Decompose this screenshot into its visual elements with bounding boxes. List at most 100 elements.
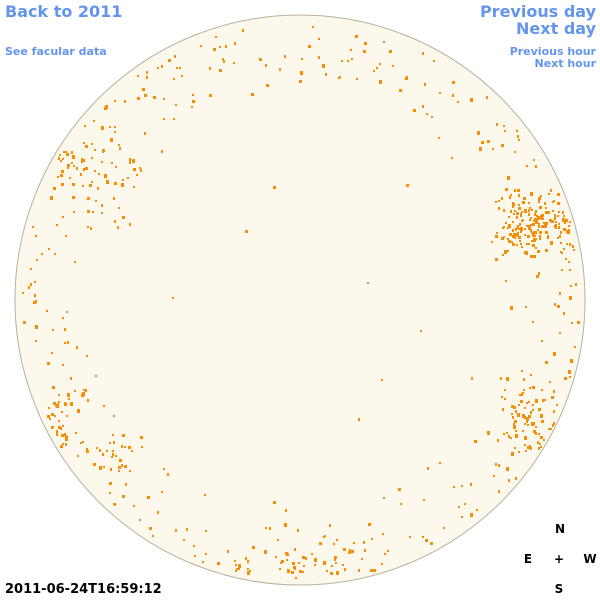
facula (67, 166, 69, 169)
facula (515, 228, 517, 231)
facula (223, 60, 225, 63)
facula (522, 430, 524, 432)
facula (68, 398, 70, 400)
facula (503, 433, 505, 435)
facula (326, 570, 328, 572)
facula (548, 193, 550, 195)
facula (115, 166, 117, 168)
facula (273, 501, 276, 504)
facula (114, 100, 116, 102)
facula (550, 189, 552, 192)
facula (508, 224, 511, 228)
facula (75, 432, 77, 434)
facula (60, 174, 63, 177)
facula (76, 167, 78, 170)
previous-day-link[interactable]: Previous day (479, 2, 596, 21)
facula (474, 440, 477, 443)
facula (294, 548, 296, 551)
facula (493, 475, 495, 477)
facula (301, 58, 303, 60)
facula (527, 424, 529, 426)
facula (524, 234, 526, 236)
facula (30, 268, 32, 270)
facula (83, 168, 85, 171)
facula (66, 415, 68, 417)
facula (548, 428, 550, 430)
facula (291, 571, 294, 574)
facula (471, 377, 473, 380)
facula (299, 80, 302, 83)
facula (530, 224, 532, 226)
next-hour-link[interactable]: Next hour (534, 57, 597, 70)
facula (526, 402, 528, 404)
facula (559, 292, 561, 295)
facula (527, 446, 530, 449)
facula (568, 225, 570, 227)
facula (549, 381, 551, 383)
facula (55, 404, 58, 407)
facula (90, 227, 92, 230)
facula (420, 330, 422, 332)
previous-hour-link[interactable]: Previous hour (509, 45, 596, 58)
facula (513, 233, 516, 236)
facula (67, 393, 70, 397)
facula (510, 210, 512, 213)
next-day-link[interactable]: Next day (516, 19, 596, 38)
facula (547, 235, 549, 238)
facula (350, 49, 352, 51)
facula (245, 557, 247, 560)
facula (93, 120, 95, 122)
facula (34, 281, 36, 283)
facula (501, 237, 504, 240)
facula (251, 93, 254, 96)
facula (235, 564, 237, 566)
facula (502, 254, 504, 256)
facula (305, 557, 307, 560)
facula (209, 67, 211, 70)
back-link[interactable]: Back to 2011 (5, 2, 123, 21)
facula (518, 451, 520, 453)
facula (53, 187, 56, 190)
facula (453, 486, 455, 488)
facula (70, 377, 72, 380)
facula (541, 225, 544, 228)
facula (168, 59, 171, 62)
facula (552, 210, 554, 212)
facula (35, 235, 37, 237)
facula (102, 151, 104, 153)
facula (461, 516, 463, 518)
facula (558, 223, 560, 225)
facula (538, 200, 540, 203)
facular-link[interactable]: See facular data (5, 45, 107, 58)
facula (540, 414, 543, 418)
facula (157, 511, 159, 514)
facula (127, 177, 129, 179)
facula (541, 420, 544, 423)
facula (81, 158, 83, 160)
facula (518, 204, 520, 206)
facula (183, 539, 185, 541)
facula (334, 556, 337, 559)
compass-south: S (554, 582, 564, 596)
facula (535, 220, 538, 224)
facula (537, 216, 540, 220)
facula (546, 222, 548, 225)
facula (277, 539, 279, 541)
facula (279, 68, 281, 71)
facula (62, 158, 64, 160)
facula (64, 328, 66, 331)
facula (302, 556, 305, 559)
facula (531, 232, 533, 234)
facula (528, 243, 530, 245)
facula (560, 251, 562, 253)
facula (124, 100, 126, 103)
facula (28, 286, 30, 289)
facula (238, 567, 240, 570)
facula (46, 310, 48, 312)
facula (80, 173, 82, 176)
facula (192, 94, 194, 96)
facula (569, 269, 571, 271)
facula (516, 227, 518, 229)
facula (132, 159, 135, 163)
facula (34, 294, 36, 297)
